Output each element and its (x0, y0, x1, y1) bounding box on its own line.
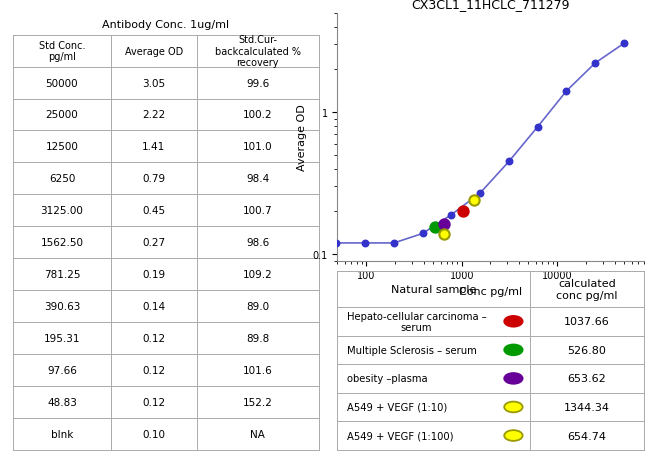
Text: A549 + VEGF (1:10): A549 + VEGF (1:10) (346, 402, 447, 412)
Text: 2.22: 2.22 (142, 110, 165, 120)
Point (619, 40, 629, 48)
Text: 0.14: 0.14 (142, 302, 165, 311)
Point (439, 231, 449, 239)
Text: 653.62: 653.62 (567, 374, 606, 384)
Point (532, 123, 543, 131)
Point (447, 212, 457, 219)
Text: 0.12: 0.12 (142, 333, 165, 343)
Text: 1037.66: 1037.66 (564, 317, 610, 327)
Point (469, 197, 479, 204)
Text: 99.6: 99.6 (246, 78, 270, 89)
Text: Std Conc.
pg/ml: Std Conc. pg/ml (39, 41, 85, 62)
Text: 0.12: 0.12 (142, 397, 165, 407)
Text: 48.83: 48.83 (47, 397, 77, 407)
Point (360, 240, 370, 247)
Text: 100.2: 100.2 (243, 110, 272, 120)
Text: 526.80: 526.80 (567, 345, 606, 355)
Text: 654.74: 654.74 (567, 431, 606, 441)
Point (430, 224, 440, 231)
Text: 0.27: 0.27 (142, 238, 165, 248)
Text: Average OD: Average OD (125, 46, 183, 56)
Text: obesity –plasma: obesity –plasma (346, 374, 427, 384)
Text: Multiple Sclerosis – serum: Multiple Sclerosis – serum (346, 345, 476, 355)
Text: blnk: blnk (51, 429, 73, 439)
Circle shape (504, 345, 523, 355)
Text: 101.0: 101.0 (243, 142, 272, 152)
Circle shape (504, 402, 523, 413)
Point (458, 208, 469, 216)
Text: 6250: 6250 (49, 174, 75, 184)
Text: 101.6: 101.6 (243, 365, 273, 375)
Text: Hepato-cellular carcinoma –
serum: Hepato-cellular carcinoma – serum (346, 311, 486, 332)
Title: CX3CL1_11HCLC_711279: CX3CL1_11HCLC_711279 (411, 0, 569, 11)
Text: 1.41: 1.41 (142, 142, 165, 152)
Point (389, 240, 399, 247)
Circle shape (504, 373, 523, 384)
Text: 98.6: 98.6 (246, 238, 270, 248)
Text: 781.25: 781.25 (44, 269, 80, 280)
Text: 25000: 25000 (46, 110, 79, 120)
Text: 0.10: 0.10 (142, 429, 165, 439)
Point (332, 240, 342, 247)
Point (439, 221, 449, 228)
Text: 0.12: 0.12 (142, 365, 165, 375)
Text: 195.31: 195.31 (44, 333, 80, 343)
Point (562, 88, 572, 95)
Text: 12500: 12500 (46, 142, 79, 152)
Text: 390.63: 390.63 (44, 302, 80, 311)
Text: Std.Cur-
backcalculated %
recovery: Std.Cur- backcalculated % recovery (215, 35, 301, 68)
Point (590, 60, 601, 67)
Circle shape (504, 430, 523, 441)
Text: 89.0: 89.0 (246, 302, 269, 311)
Point (475, 190, 486, 197)
Point (417, 230, 428, 238)
Text: Antibody Conc. 1ug/ml: Antibody Conc. 1ug/ml (103, 20, 229, 30)
Text: 98.4: 98.4 (246, 174, 270, 184)
Text: 3125.00: 3125.00 (40, 206, 83, 216)
Text: 3.05: 3.05 (142, 78, 165, 89)
Text: NA: NA (250, 429, 265, 439)
Text: Natural sample: Natural sample (391, 285, 476, 295)
Y-axis label: Average OD: Average OD (297, 104, 307, 171)
Text: 97.66: 97.66 (47, 365, 77, 375)
Text: calculated
conc pg/ml: calculated conc pg/ml (556, 279, 618, 300)
Text: 0.79: 0.79 (142, 174, 165, 184)
Text: 100.7: 100.7 (243, 206, 272, 216)
Text: 1562.50: 1562.50 (40, 238, 83, 248)
Point (504, 158, 514, 166)
Text: 109.2: 109.2 (243, 269, 273, 280)
Text: 152.2: 152.2 (243, 397, 273, 407)
Circle shape (504, 316, 523, 327)
X-axis label: Conc pg/ml: Conc pg/ml (459, 286, 522, 297)
Text: A549 + VEGF (1:100): A549 + VEGF (1:100) (346, 431, 453, 441)
Text: 1344.34: 1344.34 (564, 402, 610, 412)
Text: 0.19: 0.19 (142, 269, 165, 280)
Text: 89.8: 89.8 (246, 333, 270, 343)
Text: 0.45: 0.45 (142, 206, 165, 216)
Text: 50000: 50000 (46, 78, 78, 89)
